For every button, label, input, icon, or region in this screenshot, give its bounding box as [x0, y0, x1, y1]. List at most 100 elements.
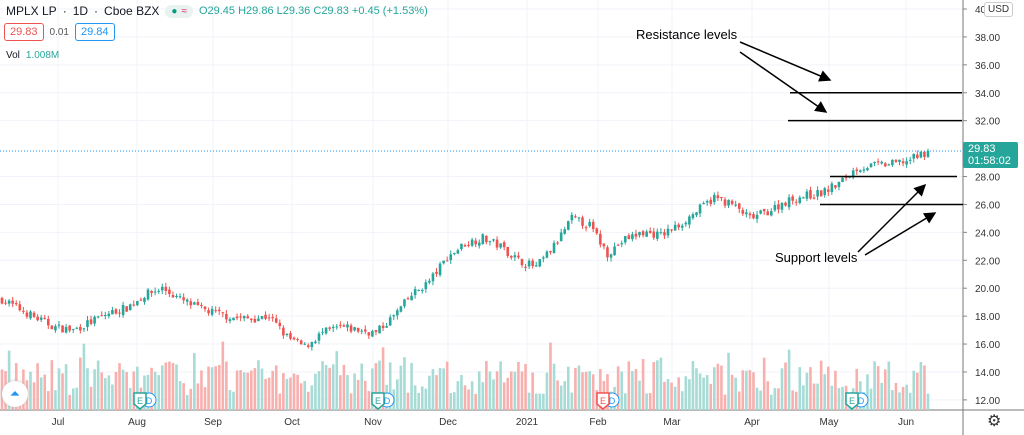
candle-body	[225, 313, 228, 320]
candle-body	[303, 343, 307, 345]
volume-bar	[406, 392, 410, 410]
candle-body	[367, 332, 371, 336]
volume-bar	[207, 366, 210, 410]
volume-bar	[673, 386, 677, 410]
candle-body	[851, 170, 855, 178]
volume-bar	[296, 374, 299, 410]
candle-body	[118, 312, 121, 314]
candle-body	[306, 345, 310, 347]
candle-body	[705, 201, 709, 203]
volume-bar	[834, 370, 837, 410]
candle-body	[581, 217, 584, 226]
volume-bar	[417, 392, 420, 410]
volume-bar	[883, 369, 887, 410]
candle-body	[709, 199, 713, 204]
earnings-marker-label: E	[849, 396, 855, 406]
candle-body	[103, 315, 107, 317]
candle-body	[185, 299, 189, 302]
candle-body	[324, 327, 328, 334]
candle-body	[723, 199, 727, 206]
volume-bar	[292, 373, 296, 410]
candle-body	[759, 210, 762, 214]
candle-body	[812, 197, 816, 199]
candle-body	[684, 222, 688, 225]
status-pill[interactable]: ● ≈	[165, 4, 193, 18]
candle-body	[257, 318, 260, 322]
candle-body	[203, 306, 207, 310]
volume-bar	[68, 394, 71, 410]
y-tick-label: 38.00	[975, 33, 1000, 44]
candle-body	[720, 197, 723, 199]
candle-body	[463, 245, 467, 247]
candle-body	[200, 304, 203, 306]
buy-button[interactable]: 29.84	[75, 23, 115, 41]
candle-body	[638, 232, 641, 236]
volume-bar	[47, 391, 50, 410]
candle-body	[396, 310, 399, 316]
volume-bar	[606, 374, 609, 410]
last-price-tag: 29.83 01:58:02	[963, 142, 1018, 168]
volume-bar	[727, 352, 730, 410]
volume-bar	[581, 372, 584, 410]
volume-bar	[39, 377, 43, 410]
volume-bar	[431, 369, 435, 410]
candle-body	[784, 202, 787, 206]
candle-body	[271, 317, 274, 319]
candle-body	[663, 232, 666, 236]
candle-body	[695, 212, 698, 216]
candle-body	[591, 221, 595, 230]
volume-bar	[29, 371, 32, 410]
currency-button[interactable]: USD	[984, 2, 1014, 17]
volume-bar	[160, 365, 164, 410]
volume-bar	[545, 372, 549, 410]
candle-body	[727, 199, 730, 206]
candle-body	[239, 316, 242, 318]
volume-bar	[242, 372, 246, 410]
dividend-marker-label: D	[858, 396, 865, 406]
x-tick-label: Oct	[284, 417, 300, 428]
candle-body	[445, 260, 449, 262]
volume-bar	[467, 389, 470, 410]
symbol-name[interactable]: MPLX LP	[6, 4, 57, 18]
volume-bar	[816, 383, 819, 410]
sell-button[interactable]: 29.83	[4, 23, 44, 41]
exchange: Cboe BZX	[104, 4, 160, 18]
tradingview-logo-icon[interactable]: ⏶	[2, 381, 28, 407]
volume-bar	[353, 373, 356, 410]
candle-body	[214, 310, 217, 312]
candle-body	[385, 326, 388, 328]
candle-body	[96, 316, 100, 318]
candle-body	[125, 306, 128, 312]
volume-bar	[396, 379, 399, 410]
volume-bar	[666, 379, 670, 410]
candle-body	[574, 216, 577, 218]
volume-bar	[374, 363, 378, 410]
settings-gear-icon[interactable]: ⚙	[987, 413, 1002, 430]
candle-body	[777, 204, 780, 210]
candle-body	[285, 333, 289, 335]
candle-body	[292, 337, 296, 340]
candle-body	[168, 289, 171, 294]
candle-body	[79, 326, 82, 331]
x-tick-label: Sep	[204, 417, 222, 428]
candle-body	[883, 163, 887, 167]
y-tick-label: 32.00	[975, 117, 1000, 128]
volume-bar	[819, 360, 823, 410]
y-tick-label: 40	[975, 5, 987, 16]
volume-bar	[566, 366, 570, 410]
interval[interactable]: 1D	[72, 4, 89, 18]
candle-body	[563, 229, 567, 234]
candle-body	[349, 325, 353, 332]
volume-bar	[274, 365, 278, 410]
x-tick-label: Jul	[52, 417, 65, 428]
candle-body	[14, 303, 18, 305]
candle-body	[342, 325, 346, 327]
volume-bar	[168, 361, 171, 410]
last-price: 29.83	[968, 143, 996, 155]
candle-body	[25, 312, 29, 317]
volume-bar	[823, 374, 827, 410]
candle-body	[232, 317, 235, 321]
candle-body	[862, 169, 866, 171]
volume-bar	[303, 381, 307, 410]
